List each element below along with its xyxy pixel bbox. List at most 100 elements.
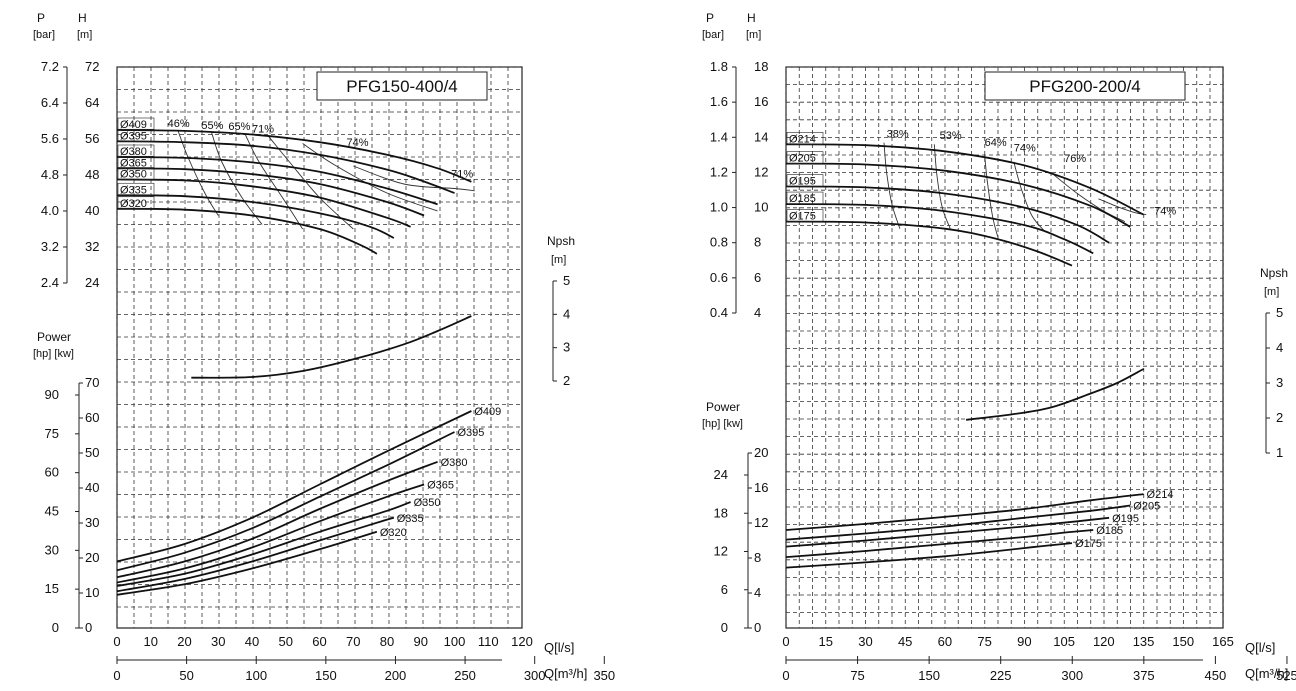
power-curve [116,483,425,584]
h-tick-label: 48 [85,167,99,182]
hp-tick-label: 15 [45,581,59,596]
secondary-tick-label: 75 [850,668,864,683]
head-curve [116,140,455,194]
secondary-tick-label: 250 [454,668,476,683]
chart-title: PFG150-400/4 [346,77,458,96]
secondary-tick-label: 225 [990,668,1012,683]
secondary-tick-label: 50 [179,668,193,683]
efficiency-curve [1050,172,1126,223]
head-curve-label: Ø395 [120,130,147,142]
hp-tick-label: 30 [45,542,59,557]
head-curve [785,162,1131,228]
efficiency-label: 65% [228,121,250,133]
efficiency-label: 74% [1014,142,1036,154]
kw-tick-label: 8 [754,550,761,565]
p-axis-unit: [bar] [702,29,724,41]
npsh-tick-label: 4 [563,306,570,321]
npsh-tick-label: 1 [1276,445,1283,460]
kw-tick-label: 20 [754,445,768,460]
h-axis-label: H [747,11,756,25]
head-curve [116,194,395,239]
kw-tick-label: 4 [754,585,761,600]
x-tick-label: 60 [938,634,952,649]
kw-tick-label: 12 [754,515,768,530]
efficiency-label: 71% [252,123,274,135]
npsh-tick-label: 5 [563,273,570,288]
x-tick-label: 15 [818,634,832,649]
power-curve-label: Ø205 [1133,501,1160,513]
chart-title-box [984,71,1186,101]
x-tick-label: 150 [1172,634,1194,649]
kw-tick-label: 20 [85,550,99,565]
efficiency-label: 38% [887,128,909,140]
x-tick-label: 0 [113,634,120,649]
p-tick-label: 1.8 [710,59,728,74]
p-tick-label: 0.8 [710,235,728,250]
x-tick-label: 90 [414,634,428,649]
power-curve [116,410,472,563]
secondary-tick-label: 100 [245,668,267,683]
x-tick-label: 135 [1133,634,1155,649]
power-curve-label: Ø185 [1096,525,1123,537]
head-curve [785,185,1110,244]
power-curve-label: Ø365 [427,480,454,492]
h-tick-label: 8 [754,235,761,250]
p-axis-label: P [37,11,45,25]
head-curve [116,178,411,228]
p-tick-label: 1.2 [710,164,728,179]
hp-tick-label: 12 [714,544,728,559]
kw-tick-label: 0 [85,620,92,635]
x-tick-label: 30 [211,634,225,649]
hp-tick-label: 18 [714,505,728,520]
power-curve [116,460,438,579]
head-curve-label: Ø175 [789,211,816,223]
power-curve [785,493,1144,531]
secondary-axis-unit: Q[m³/h] [544,666,587,681]
x-tick-label: 105 [1053,634,1075,649]
power-axis-label: Power [706,400,740,414]
h-tick-label: 6 [754,270,761,285]
hp-tick-label: 75 [45,426,59,441]
hp-tick-label: 0 [721,620,728,635]
kw-tick-label: 50 [85,445,99,460]
head-curve-label: Ø380 [120,146,147,158]
efficiency-label: 71% [451,168,473,180]
x-tick-label: 20 [177,634,191,649]
secondary-tick-label: 525 [1276,668,1296,683]
kw-tick-label: 60 [85,410,99,425]
kw-tick-label: 40 [85,480,99,495]
head-curve-label: Ø409 [120,119,147,131]
x-tick-label: 50 [279,634,293,649]
kw-tick-label: 16 [754,480,768,495]
p-tick-label: 1.0 [710,200,728,215]
x-tick-label: 100 [444,634,466,649]
power-curve [116,501,411,587]
head-curve-label: Ø185 [789,193,816,205]
h-tick-label: 56 [85,131,99,146]
head-curve-label: Ø214 [789,133,816,145]
x-tick-label: 0 [782,634,789,649]
secondary-tick-label: 300 [1061,668,1083,683]
efficiency-curve [353,165,475,192]
head-curve-label-box [117,196,155,210]
npsh-axis-unit: [m] [1264,286,1279,298]
kw-tick-label: 0 [754,620,761,635]
efficiency-label: 76% [1064,153,1086,165]
power-curve [116,431,455,572]
secondary-tick-label: 450 [1205,668,1227,683]
power-curve [785,542,1073,569]
x-tick-label: 80 [380,634,394,649]
h-axis-unit: [m] [746,29,761,41]
npsh-tick-label: 3 [563,340,570,355]
hp-tick-label: 0 [52,620,59,635]
npsh-axis-unit: [m] [551,254,566,266]
head-curve-label: Ø195 [789,175,816,187]
efficiency-curve [211,132,263,225]
chart-title-box [316,71,488,101]
hp-tick-label: 6 [721,582,728,597]
x-tick-label: 90 [1017,634,1031,649]
efficiency-label: 64% [985,137,1007,149]
head-curve-label: Ø320 [120,198,147,210]
h-tick-label: 12 [754,164,768,179]
head-curve [116,207,378,255]
